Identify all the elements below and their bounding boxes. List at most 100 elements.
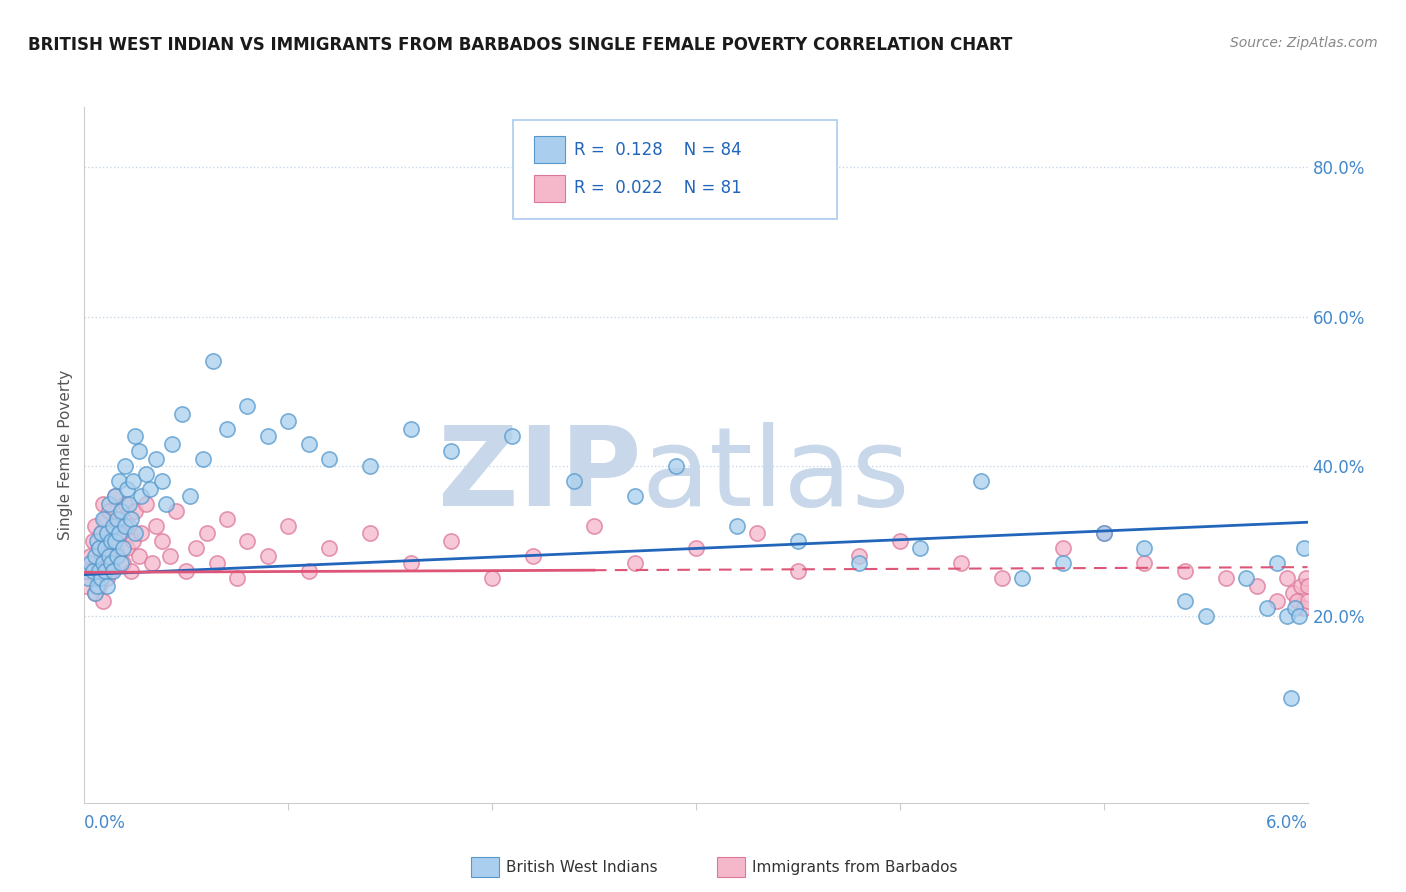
- Text: 6.0%: 6.0%: [1265, 814, 1308, 832]
- Point: [1092, 526, 1115, 541]
- Point: [1133, 541, 1156, 556]
- Point: [97, 497, 120, 511]
- Point: [1195, 608, 1218, 623]
- Point: [124, 429, 146, 443]
- Point: [77, 571, 100, 585]
- Point: [236, 533, 259, 548]
- Point: [257, 429, 280, 443]
- Text: BRITISH WEST INDIAN VS IMMIGRANTS FROM BARBADOS SINGLE FEMALE POVERTY CORRELATIO: BRITISH WEST INDIAN VS IMMIGRANTS FROM B…: [28, 36, 1012, 54]
- Point: [1236, 571, 1258, 585]
- Point: [145, 451, 167, 466]
- Point: [502, 429, 524, 443]
- Point: [685, 541, 707, 556]
- Point: [481, 571, 503, 585]
- Point: [86, 564, 108, 578]
- Point: [131, 526, 153, 541]
- Point: [86, 579, 108, 593]
- Point: [108, 526, 131, 541]
- Point: [848, 557, 870, 571]
- Point: [991, 571, 1014, 585]
- Text: ZIP: ZIP: [437, 422, 641, 529]
- Point: [122, 533, 145, 548]
- Point: [91, 594, 114, 608]
- Point: [83, 586, 105, 600]
- Text: R =  0.022    N = 81: R = 0.022 N = 81: [574, 179, 741, 197]
- Point: [101, 519, 124, 533]
- Point: [108, 511, 131, 525]
- Point: [1265, 557, 1288, 571]
- Point: [787, 564, 810, 578]
- Point: [1291, 579, 1313, 593]
- Point: [93, 541, 115, 556]
- Point: [120, 564, 142, 578]
- Point: [155, 497, 177, 511]
- Point: [104, 489, 127, 503]
- Point: [440, 444, 463, 458]
- Point: [100, 557, 122, 571]
- Point: [665, 459, 688, 474]
- Point: [79, 557, 101, 571]
- Point: [1256, 601, 1278, 615]
- Point: [205, 557, 228, 571]
- Point: [1133, 557, 1156, 571]
- Point: [1282, 586, 1305, 600]
- Point: [100, 533, 122, 548]
- Point: [93, 511, 115, 525]
- Point: [82, 564, 104, 578]
- Point: [97, 504, 120, 518]
- Point: [101, 564, 124, 578]
- Point: [110, 504, 132, 518]
- Point: [201, 354, 224, 368]
- Point: [217, 422, 239, 436]
- Point: [150, 474, 173, 488]
- Point: [96, 533, 118, 548]
- Point: [105, 549, 128, 563]
- Point: [1092, 526, 1115, 541]
- Text: Source: ZipAtlas.com: Source: ZipAtlas.com: [1230, 36, 1378, 50]
- Point: [848, 549, 870, 563]
- Point: [236, 399, 259, 413]
- Point: [787, 533, 810, 548]
- Point: [186, 541, 208, 556]
- Point: [90, 526, 112, 541]
- Point: [124, 504, 146, 518]
- Point: [624, 489, 647, 503]
- Point: [83, 519, 105, 533]
- Point: [725, 519, 748, 533]
- Point: [583, 519, 606, 533]
- Point: [104, 541, 127, 556]
- Point: [1284, 601, 1306, 615]
- Point: [1174, 564, 1197, 578]
- Point: [910, 541, 932, 556]
- Point: [226, 571, 249, 585]
- Point: [1288, 608, 1310, 623]
- Point: [1174, 594, 1197, 608]
- Point: [101, 519, 124, 533]
- Point: [135, 467, 157, 481]
- Point: [86, 533, 108, 548]
- Text: Immigrants from Barbados: Immigrants from Barbados: [752, 860, 957, 874]
- Point: [105, 511, 128, 525]
- Point: [1052, 557, 1074, 571]
- Point: [318, 451, 340, 466]
- Point: [114, 497, 136, 511]
- Point: [1296, 579, 1319, 593]
- Point: [105, 549, 128, 563]
- Point: [135, 497, 157, 511]
- Point: [191, 451, 214, 466]
- Point: [1246, 579, 1268, 593]
- Point: [104, 489, 127, 503]
- Point: [91, 497, 114, 511]
- Point: [359, 459, 381, 474]
- Text: atlas: atlas: [641, 422, 910, 529]
- Point: [1292, 601, 1315, 615]
- Point: [159, 549, 181, 563]
- Point: [179, 489, 201, 503]
- Point: [87, 564, 110, 578]
- Point: [1295, 571, 1317, 585]
- Point: [277, 414, 299, 428]
- Point: [100, 564, 122, 578]
- Point: [96, 571, 118, 585]
- Text: R =  0.128    N = 84: R = 0.128 N = 84: [574, 141, 741, 159]
- Point: [112, 541, 135, 556]
